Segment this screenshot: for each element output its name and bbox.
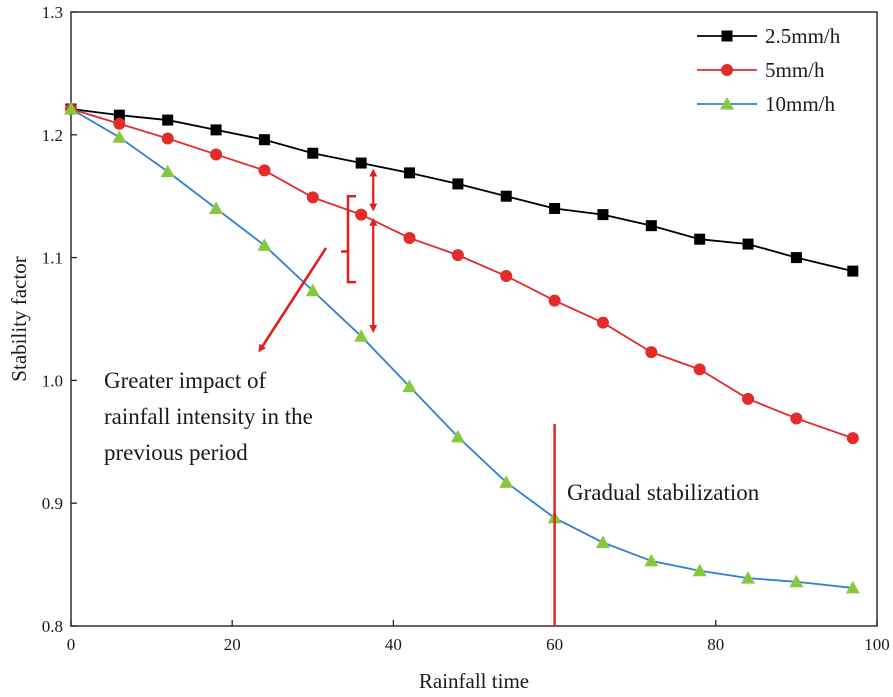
data-point-10mm-h [450,429,465,443]
y-tick-label: 1.0 [42,371,63,390]
data-point-5mm-h [500,270,513,283]
y-tick-label: 1.1 [42,249,63,268]
data-point-10mm-h [845,580,860,594]
data-point-2-5mm-h [452,178,464,190]
data-point-10mm-h [789,574,804,588]
data-point-2-5mm-h [597,209,609,221]
data-point-10mm-h [595,535,610,548]
annotation-gradual-stabilization: Gradual stabilization [567,480,760,505]
data-point-2-5mm-h [549,202,561,214]
y-tick-label: 0.9 [42,494,63,513]
annotation-pointer-arrow [258,247,328,353]
data-point-5mm-h [210,148,223,161]
data-point-2-5mm-h [742,238,754,250]
data-point-5mm-h [451,249,464,262]
data-point-10mm-h [209,201,224,214]
data-point-2-5mm-h [404,167,416,179]
annotation-impact-line-2: rainfall intensity in the [104,404,313,429]
data-point-5mm-h [161,132,174,145]
data-point-2-5mm-h [694,233,706,245]
legend-marker [721,64,733,76]
data-point-5mm-h [258,164,271,177]
legend-label: 5mm/h [765,58,825,82]
data-point-10mm-h [160,164,175,178]
y-axis-title: Stability factor [7,256,31,381]
data-point-10mm-h [644,553,659,567]
legend: 2.5mm/h 5mm/h 10mm/h [697,24,841,116]
data-point-10mm-h [354,329,369,342]
x-tick-label: 0 [67,635,76,654]
data-point-5mm-h [306,191,319,204]
data-point-2-5mm-h [113,109,125,121]
data-point-2-5mm-h [645,220,657,232]
annotation-impact-line-1: Greater impact of [104,368,267,393]
data-point-5mm-h [742,392,755,405]
data-point-2-5mm-h [500,190,512,202]
data-point-2-5mm-h [162,114,174,126]
legend-label: 10mm/h [765,92,836,116]
data-point-2-5mm-h [847,265,859,277]
data-point-2-5mm-h [258,134,270,146]
data-point-5mm-h [645,346,658,359]
legend-marker [721,30,733,42]
x-tick-label: 20 [224,635,241,654]
data-point-2-5mm-h [210,124,222,136]
x-axis-title: Rainfall time [419,669,529,693]
data-point-5mm-h [596,316,609,329]
data-point-10mm-h [112,130,127,143]
y-tick-label: 1.3 [42,3,63,22]
data-point-5mm-h [403,231,416,244]
data-point-10mm-h [741,571,756,584]
annotation-impact-line-3: previous period [104,440,248,465]
data-point-10mm-h [402,379,417,393]
data-point-5mm-h [548,294,561,307]
legend-marker [720,97,734,110]
data-point-5mm-h [113,117,126,130]
data-point-10mm-h [305,283,320,297]
data-point-2-5mm-h [790,252,802,264]
data-point-2-5mm-h [307,147,319,159]
data-point-10mm-h [64,102,78,115]
data-point-2-5mm-h [355,157,367,169]
data-point-10mm-h [257,238,272,251]
data-point-5mm-h [790,412,803,425]
data-point-5mm-h [846,432,859,445]
y-tick-label: 0.8 [42,617,63,636]
data-point-10mm-h [692,563,707,577]
x-tick-label: 100 [864,635,890,654]
legend-label: 2.5mm/h [765,24,841,48]
data-point-5mm-h [355,208,368,221]
annotation-bracket [341,194,356,284]
series-line-2-5mm-h [70,108,854,272]
x-tick-label: 40 [385,635,402,654]
plot-area [70,11,878,627]
x-tick-label: 60 [546,635,563,654]
data-point-10mm-h [499,475,514,488]
x-tick-label: 80 [707,635,724,654]
data-point-5mm-h [693,363,706,376]
y-tick-label: 1.2 [42,126,63,145]
